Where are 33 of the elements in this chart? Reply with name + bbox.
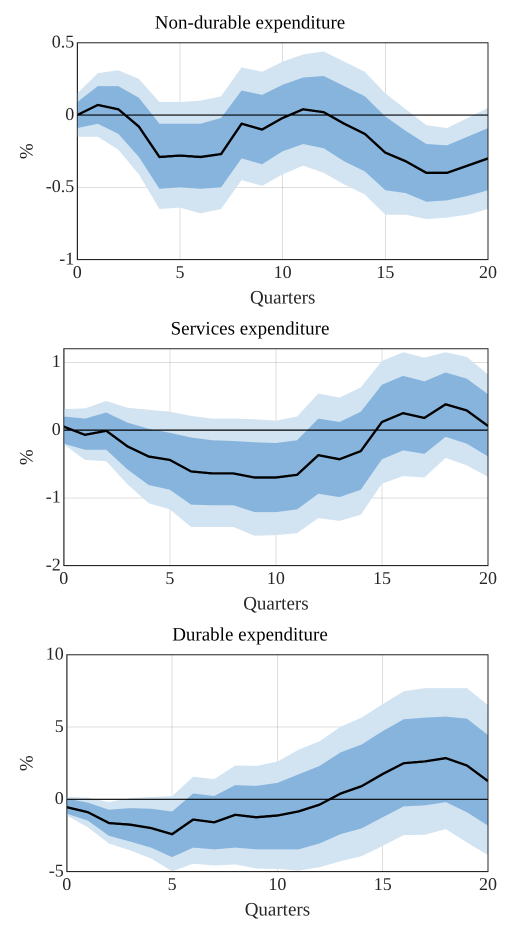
x-tick-label: 20: [479, 874, 497, 894]
y-tick-label: 1: [52, 351, 61, 372]
y-tick-label: -1: [46, 486, 61, 507]
x-axis-title: Quarters: [244, 900, 310, 921]
y-tick-label: 0.5: [52, 32, 74, 52]
y-axis-title: %: [16, 143, 38, 160]
y-tick-label: 0: [52, 418, 61, 439]
x-tick-label: 10: [274, 262, 292, 282]
y-tick-label: -0.5: [46, 176, 74, 196]
chart-title: Services expenditure: [170, 318, 330, 340]
chart-title: Durable expenditure: [172, 624, 328, 646]
y-tick-label: -2: [46, 554, 61, 574]
x-tick-label: 15: [376, 262, 394, 282]
y-tick-label: 0: [65, 104, 74, 124]
x-tick-label: 10: [266, 568, 285, 588]
y-axis-title: %: [16, 755, 38, 772]
x-tick-label: 5: [168, 874, 177, 894]
y-axis-title: %: [16, 449, 38, 466]
y-tick-label: 5: [54, 716, 64, 736]
x-tick-label: 10: [268, 874, 286, 894]
chart-title: Non-durable expenditure: [154, 12, 346, 34]
y-tick-label: -1: [59, 248, 74, 268]
x-tick-label: 5: [165, 568, 174, 588]
x-tick-label: 15: [372, 568, 391, 588]
x-tick-label: 20: [479, 262, 497, 282]
x-tick-label: 15: [374, 874, 392, 894]
y-tick-label: -5: [48, 860, 64, 880]
x-tick-label: 20: [479, 568, 497, 588]
x-tick-label: 5: [175, 262, 184, 282]
x-axis-title: Quarters: [250, 288, 316, 309]
x-axis-title: Quarters: [243, 594, 309, 615]
y-tick-label: 0: [54, 788, 64, 808]
y-tick-label: 10: [46, 644, 64, 664]
